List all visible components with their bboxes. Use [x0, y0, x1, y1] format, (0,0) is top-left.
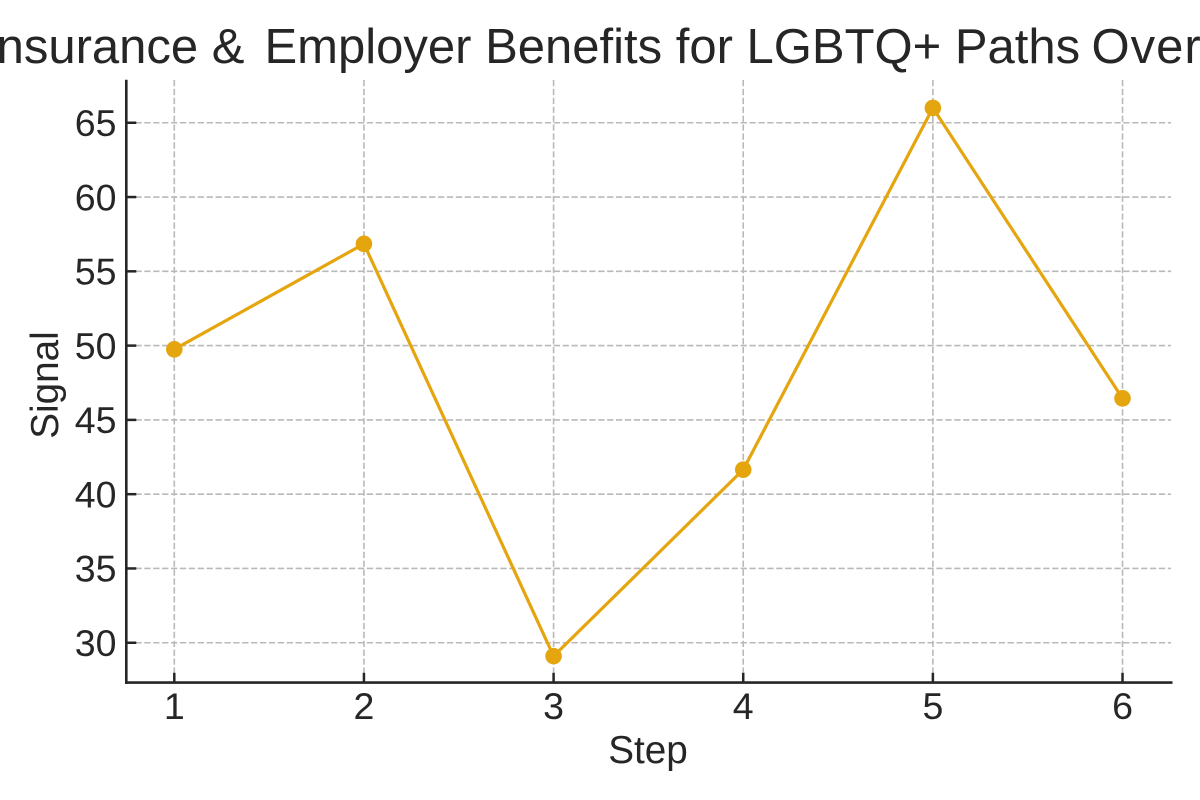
svg-text:55: 55 [75, 251, 117, 293]
svg-text:65: 65 [75, 102, 117, 144]
svg-text:2: 2 [354, 685, 375, 727]
svg-text:1: 1 [164, 685, 185, 727]
svg-text:5: 5 [922, 685, 943, 727]
svg-text:30: 30 [75, 622, 117, 664]
svg-text:6: 6 [1112, 685, 1133, 727]
svg-text:50: 50 [75, 325, 117, 367]
svg-text:60: 60 [75, 176, 117, 218]
svg-text:35: 35 [75, 548, 117, 590]
svg-text:45: 45 [75, 399, 117, 441]
svg-text:Step: Step [608, 729, 688, 772]
svg-text:4: 4 [733, 685, 754, 727]
svg-text:Signal: Signal [24, 331, 67, 439]
svg-text:40: 40 [75, 473, 117, 515]
svg-text:3: 3 [543, 685, 564, 727]
svg-text:Insurance &Employer Benefits f: Insurance & Employer Benefits for LGBTQ+ … [0, 20, 1200, 74]
